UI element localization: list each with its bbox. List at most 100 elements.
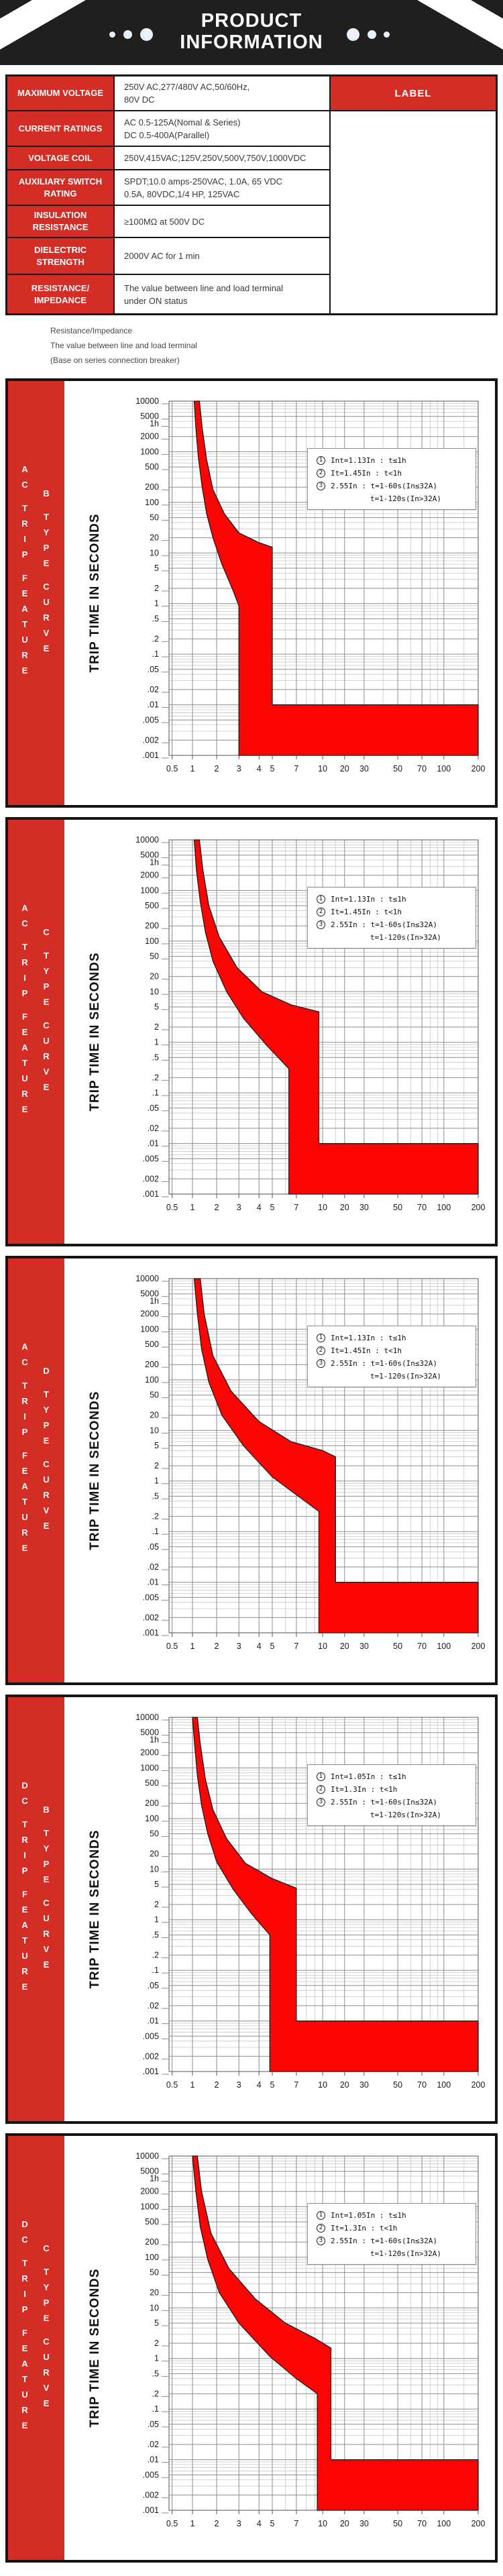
spec-label-voltage-coil: VOLTAGE COIL [7, 147, 115, 170]
legend-number-icon: 3 [317, 1798, 325, 1807]
side-letter: T [22, 1497, 27, 1507]
legend-text: Int=1.13In : t≤1h [331, 456, 406, 465]
side-letter: C [21, 1357, 28, 1367]
svg-text:5000: 5000 [140, 412, 159, 421]
svg-text:.02: .02 [148, 1124, 159, 1133]
page-title-line2: INFORMATION [180, 32, 323, 53]
trip-band [193, 1278, 479, 1633]
side-letter: E [21, 2343, 28, 2353]
svg-text:5: 5 [270, 2080, 275, 2090]
svg-text:500: 500 [145, 1778, 159, 1788]
svg-text:.005: .005 [143, 1154, 159, 1163]
side-letter: A [21, 903, 28, 913]
svg-text:.05: .05 [148, 665, 159, 674]
legend-text: It=1.45In : t<1h [331, 469, 402, 478]
side-letter: R [21, 1835, 28, 1845]
spec-value-line: DC 0.5-400A(Parallel) [124, 129, 210, 140]
svg-text:2000: 2000 [140, 432, 159, 441]
svg-text:70: 70 [417, 2519, 427, 2528]
svg-text:1: 1 [190, 2519, 195, 2528]
svg-text:.01: .01 [148, 1578, 159, 1587]
legend-number-icon: 1 [317, 895, 325, 904]
side-letter: R [43, 1490, 50, 1500]
svg-text:.002: .002 [143, 2490, 159, 2500]
svg-text:10: 10 [318, 1642, 327, 1651]
spec-value-line: 0.5A, 80VDC,1/4 HP, 125VAC [124, 189, 240, 199]
svg-text:.2: .2 [152, 1073, 159, 1082]
side-letter: F [22, 2328, 27, 2338]
side-letter: T [22, 2374, 27, 2384]
side-letter: P [21, 1427, 28, 1437]
trip-band [192, 2155, 479, 2511]
spec-label-insulation-resistance: INSULATION RESISTANCE [7, 206, 115, 238]
side-letter: D [43, 1366, 50, 1376]
side-letter: E [43, 1436, 50, 1446]
svg-text:2000: 2000 [140, 1309, 159, 1319]
svg-text:20: 20 [340, 2519, 349, 2528]
side-letter: E [21, 665, 28, 676]
side-letter: Y [43, 1405, 50, 1415]
svg-text:1: 1 [154, 1038, 159, 1047]
svg-text:.2: .2 [152, 634, 159, 643]
side-letter: C [43, 582, 50, 592]
svg-text:1: 1 [154, 1915, 159, 1925]
svg-text:50: 50 [393, 1203, 402, 1212]
svg-text:5: 5 [270, 1203, 275, 1212]
legend-item: 2 It=1.45In : t<1h [317, 469, 470, 478]
svg-text:1h: 1h [150, 1735, 159, 1745]
svg-text:0.5: 0.5 [166, 2519, 178, 2528]
side-letter: C [43, 1020, 50, 1030]
svg-text:2000: 2000 [140, 1748, 159, 1758]
side-letter: Y [43, 1843, 50, 1854]
side-letter: E [21, 1104, 28, 1114]
legend-text: t=1-120s(In>32A) [370, 1811, 441, 1819]
legend-item: 1 Int=1.13In : t≤1h [317, 895, 470, 904]
side-letter: C [43, 2337, 50, 2347]
svg-text:1h: 1h [150, 1297, 159, 1306]
side-letter: E [43, 558, 50, 568]
svg-text:50: 50 [150, 952, 159, 961]
svg-text:7: 7 [294, 1642, 298, 1651]
svg-text:5: 5 [154, 2318, 159, 2328]
svg-text:20: 20 [340, 764, 349, 773]
legend-text: It=1.3In : t<1h [331, 1785, 398, 1794]
svg-text:.1: .1 [152, 649, 159, 659]
svg-text:100: 100 [145, 498, 159, 507]
svg-text:100: 100 [437, 764, 451, 773]
svg-text:100: 100 [145, 1814, 159, 1823]
svg-text:.05: .05 [148, 1542, 159, 1552]
svg-text:.01: .01 [148, 700, 159, 710]
spec-value-line: 250V AC,277/480V AC,50/60Hz, [124, 82, 250, 92]
svg-text:2: 2 [154, 1022, 159, 1032]
svg-text:500: 500 [145, 462, 159, 472]
side-letter: U [43, 597, 50, 607]
side-letter: V [43, 628, 50, 638]
side-letter: U [43, 1474, 50, 1485]
spec-value-line: 2000V AC for 1 min [124, 251, 200, 261]
legend-item: t=1-120s(In>32A) [317, 1372, 470, 1381]
svg-text:4: 4 [257, 764, 262, 773]
svg-text:2: 2 [154, 2339, 159, 2348]
legend-item: 2 It=1.45In : t<1h [317, 1346, 470, 1355]
side-letter: E [43, 643, 50, 653]
svg-text:70: 70 [417, 1642, 427, 1651]
decor-dot [140, 28, 153, 41]
side-letter: T [22, 1058, 27, 1068]
svg-text:200: 200 [471, 764, 486, 773]
legend-text: Int=1.05In : t≤1h [331, 2211, 406, 2220]
side-letter: E [43, 1874, 50, 1884]
svg-text:5: 5 [270, 764, 275, 773]
trip-band [193, 400, 479, 756]
svg-text:4: 4 [257, 2080, 262, 2090]
footnote-line: (Base on series connection breaker) [50, 356, 180, 365]
spec-label-current-ratings: CURRENT RATINGS [7, 111, 115, 147]
legend-text: It=1.45In : t<1h [331, 908, 402, 916]
legend-item: 3 2.55In : t=1-60s(In≤32A) [317, 1798, 470, 1807]
side-letter: P [43, 1859, 50, 1869]
svg-text:1: 1 [154, 1477, 159, 1486]
